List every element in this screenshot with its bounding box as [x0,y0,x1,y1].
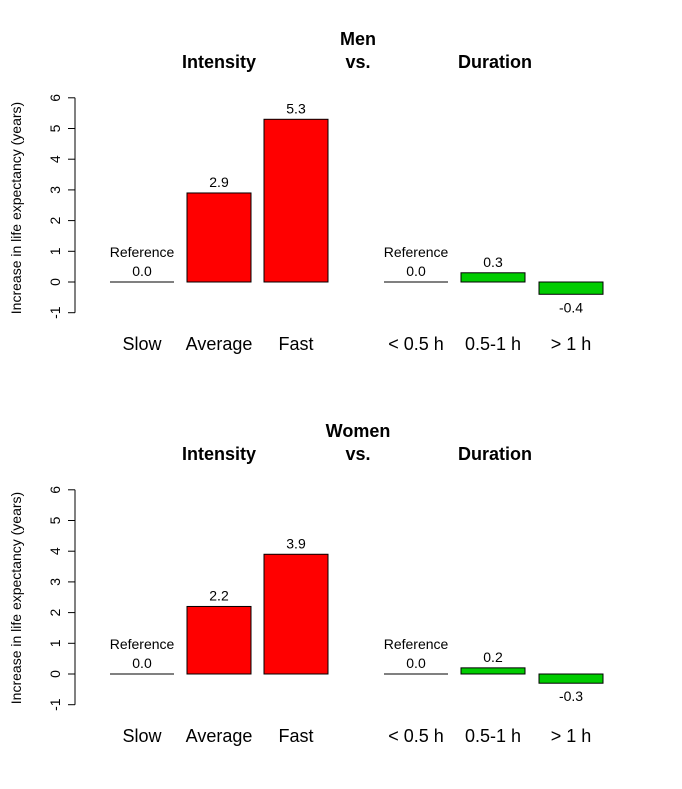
y-tick-label: 3 [47,578,63,586]
y-tick-label: 0 [47,670,63,678]
group-title-duration: Duration [458,52,532,72]
y-tick-label: 4 [47,155,63,163]
y-tick-label: 5 [47,516,63,524]
y-tick-label: 6 [47,486,63,494]
data-label: 5.3 [286,100,306,116]
category-label: < 0.5 h [388,726,444,746]
category-label: > 1 h [551,334,592,354]
category-label: Average [186,726,253,746]
group-title-intensity: Intensity [182,52,256,72]
group-title-vs: vs. [345,444,370,464]
data-label: 0.0 [132,655,152,671]
bar-duration-5 [538,673,604,684]
y-axis-label: Increase in life expectancy (years) [8,492,24,704]
y-axis-label: Increase in life expectancy (years) [8,102,24,314]
category-label: Fast [278,334,313,354]
reference-note: Reference [384,636,449,652]
data-label: -0.3 [559,688,583,704]
y-tick-label: 5 [47,124,63,132]
bar-intensity-1 [186,605,252,675]
y-tick-label: 2 [47,608,63,616]
bar-duration-5 [538,281,604,295]
bar-intensity-1 [186,192,252,283]
y-tick-label: -1 [47,698,63,711]
data-label: -0.4 [559,299,583,315]
reference-note: Reference [110,636,175,652]
category-label: > 1 h [551,726,592,746]
reference-note: Reference [110,244,175,260]
data-label: 2.2 [209,587,229,603]
chart-panel-women: Women Intensity vs. Duration Increase in… [8,421,604,746]
y-tick-label: 0 [47,278,63,286]
y-tick-label: 3 [47,186,63,194]
category-label: < 0.5 h [388,334,444,354]
bar-intensity-2 [263,118,329,283]
data-label: 3.9 [286,535,306,551]
bar-duration-4 [460,272,526,283]
category-label: 0.5-1 h [465,726,521,746]
group-title-vs: vs. [345,52,370,72]
category-label: Fast [278,726,313,746]
chart-title: Women [326,421,391,441]
data-label: 0.0 [406,655,426,671]
bar-duration-4 [460,667,526,675]
category-label: Slow [122,726,162,746]
chart-title: Men [340,29,376,49]
y-tick-label: 2 [47,216,63,224]
data-label: 0.3 [483,254,503,270]
y-tick-label: -1 [47,306,63,319]
category-label: 0.5-1 h [465,334,521,354]
data-label: 0.0 [132,263,152,279]
chart-panel-men: Men Intensity vs. Duration Increase in l… [8,29,604,354]
data-label: 0.0 [406,263,426,279]
data-label: 0.2 [483,649,503,665]
y-tick-label: 1 [47,639,63,647]
group-title-intensity: Intensity [182,444,256,464]
bar-intensity-2 [263,553,329,675]
y-tick-label: 6 [47,94,63,102]
y-tick-label: 1 [47,247,63,255]
reference-note: Reference [384,244,449,260]
category-label: Average [186,334,253,354]
y-tick-label: 4 [47,547,63,555]
category-label: Slow [122,334,162,354]
group-title-duration: Duration [458,444,532,464]
data-label: 2.9 [209,174,229,190]
